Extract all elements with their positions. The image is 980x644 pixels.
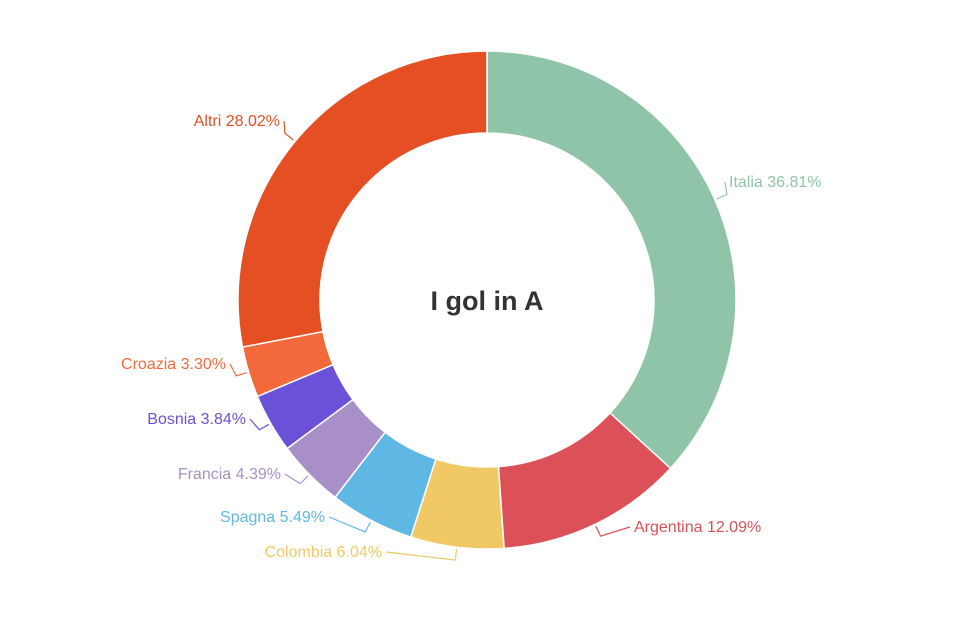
label-colombia: Colombia 6.04%: [265, 544, 382, 561]
chart-title: I gol in A: [431, 286, 544, 316]
slice-labels: Italia 36.81% Argentina 12.09% Colombia 6.…: [121, 113, 821, 561]
slice-italia[interactable]: [486, 50, 737, 470]
slice-altri[interactable]: [237, 50, 488, 348]
leader-italia: [716, 181, 728, 200]
label-spagna: Spagna 5.49%: [220, 509, 325, 526]
leader-colombia: [385, 549, 458, 561]
leader-argentina: [595, 525, 631, 537]
donut-slices: [237, 50, 737, 550]
label-argentina: Argentina 12.09%: [634, 519, 761, 536]
label-altri: Altri 28.02%: [194, 113, 280, 130]
label-croazia: Croazia 3.30%: [121, 356, 226, 373]
label-italia: Italia 36.81%: [729, 174, 822, 191]
leader-francia: [284, 473, 309, 485]
leader-spagna: [328, 516, 371, 533]
leader-bosnia: [249, 418, 270, 431]
leader-altri: [283, 120, 294, 141]
label-leader-lines: [229, 120, 728, 561]
label-francia: Francia 4.39%: [178, 466, 281, 483]
label-bosnia: Bosnia 3.84%: [147, 411, 246, 428]
leader-croazia: [229, 363, 247, 377]
